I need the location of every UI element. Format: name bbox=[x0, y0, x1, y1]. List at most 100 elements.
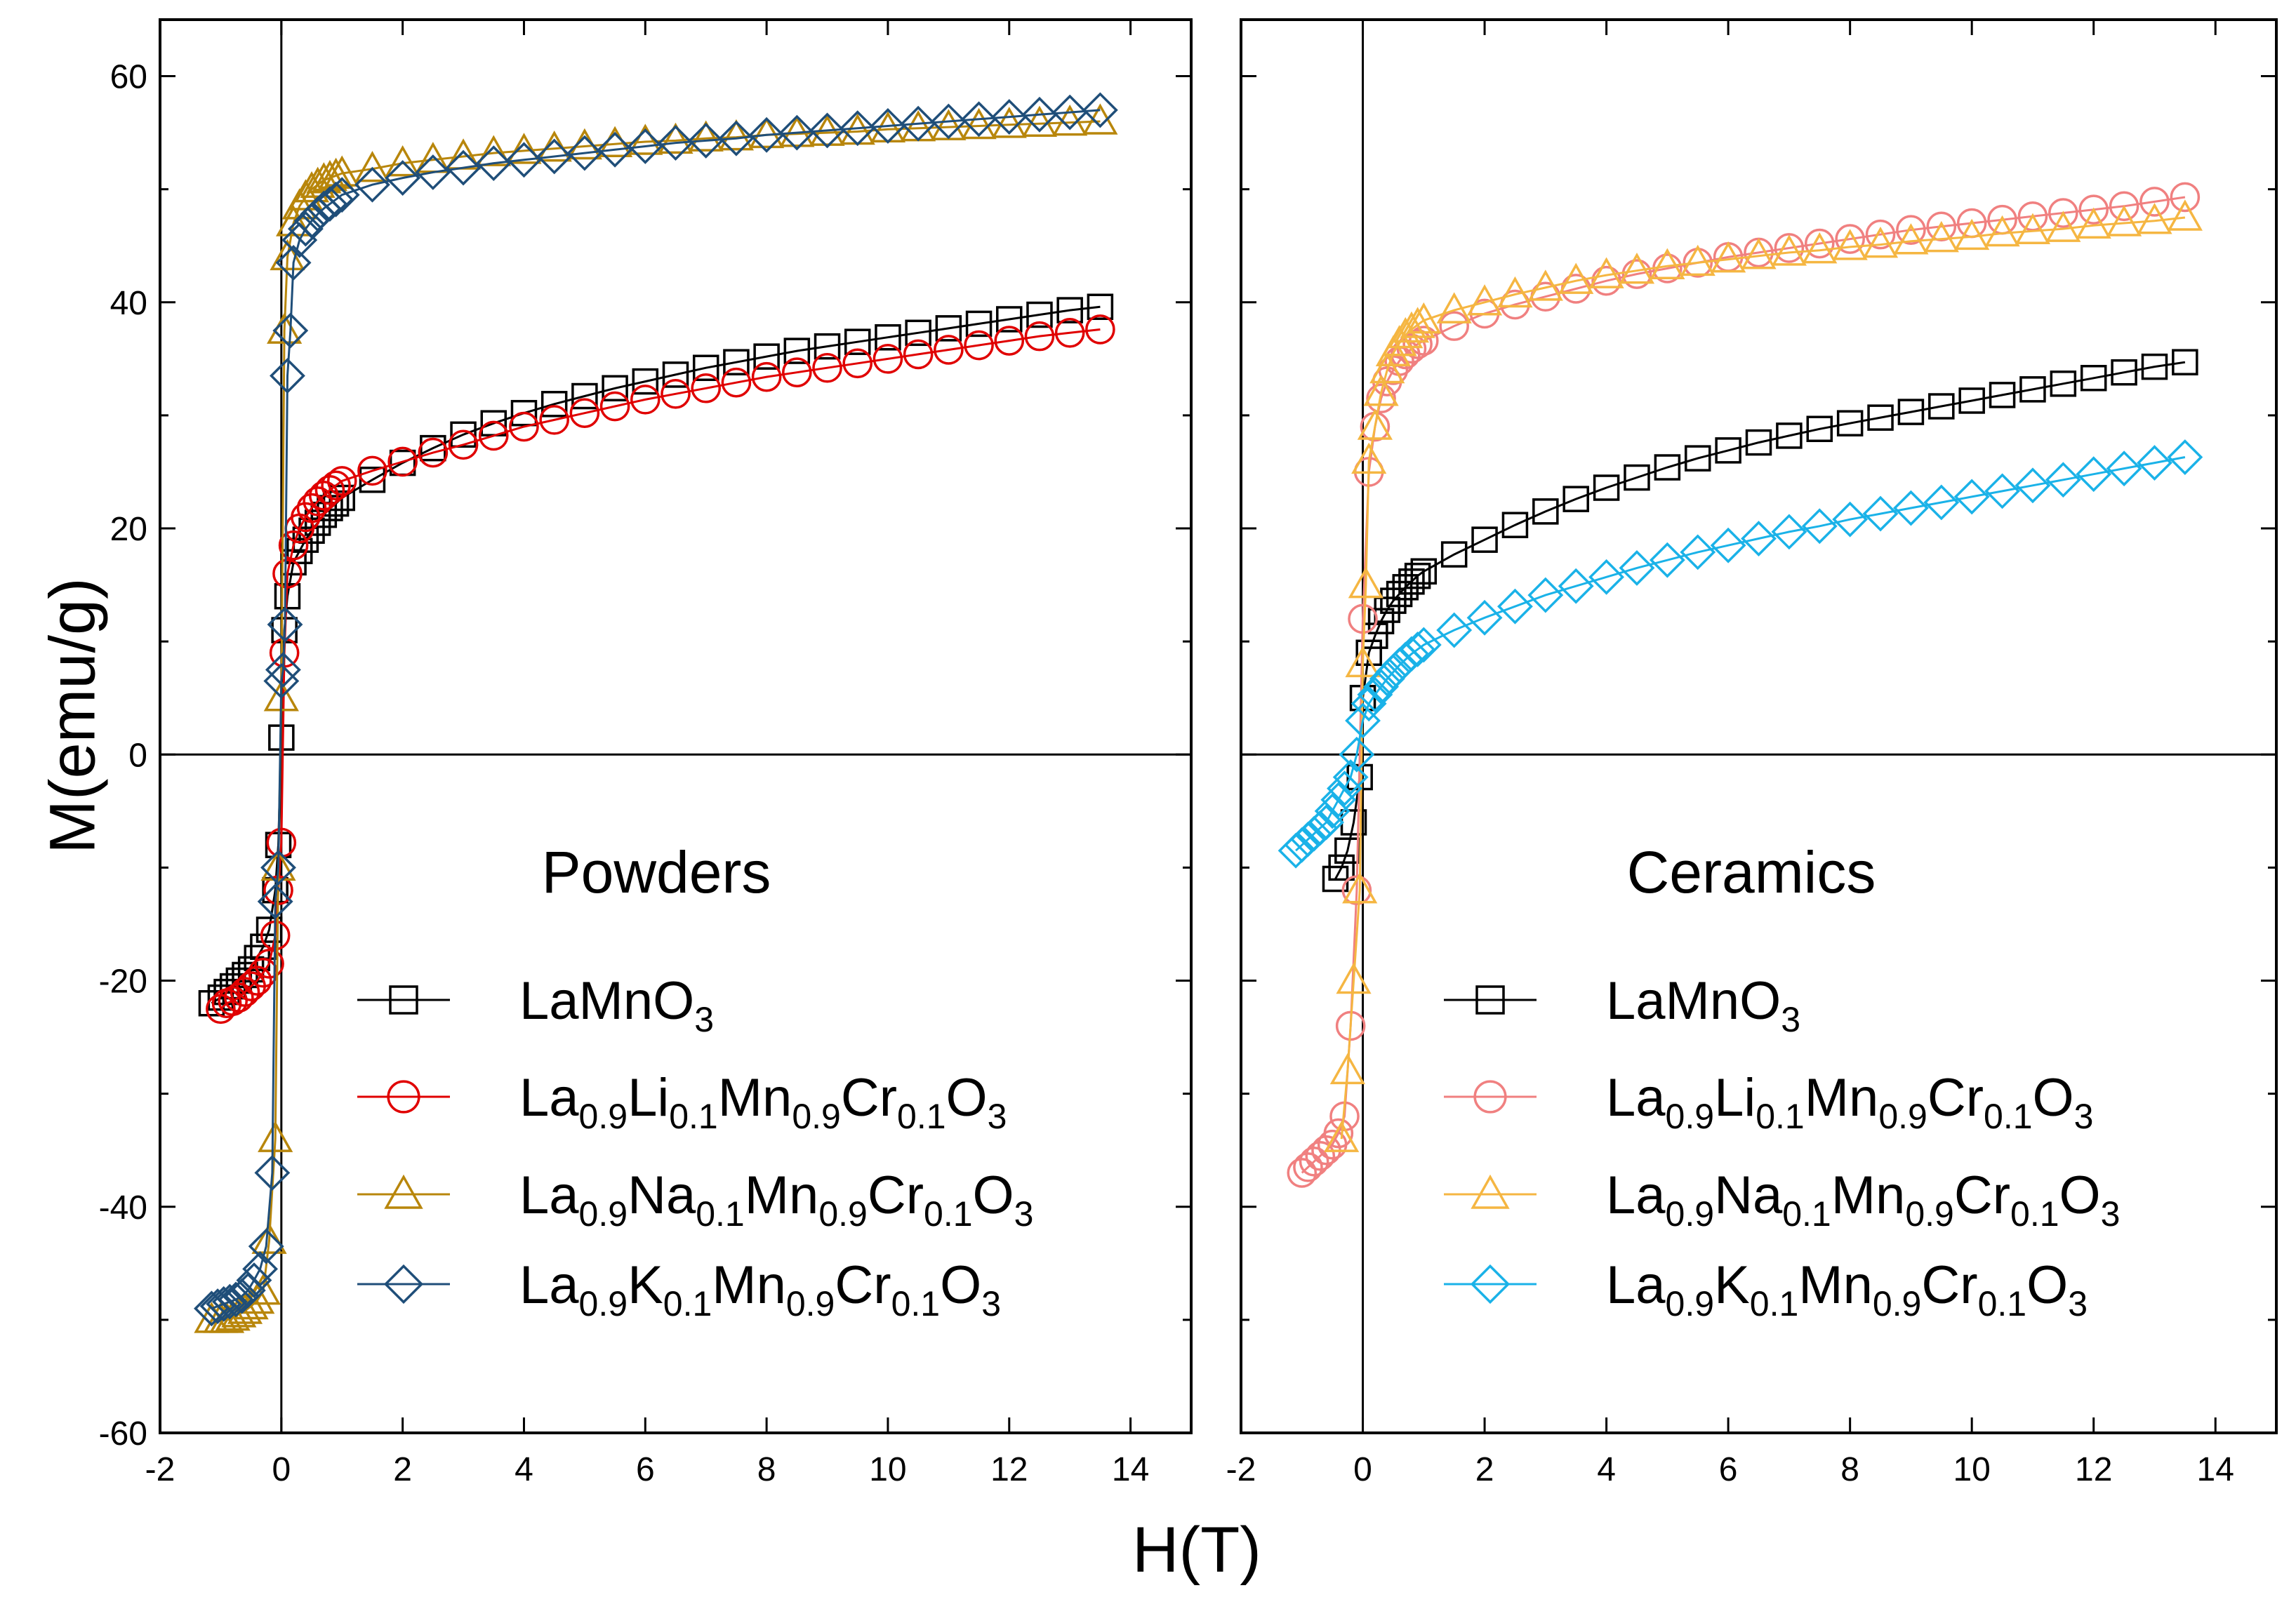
data-point bbox=[251, 1222, 287, 1254]
data-point bbox=[1989, 382, 2016, 408]
data-point bbox=[1928, 393, 1955, 420]
data-point bbox=[1711, 241, 1746, 273]
data-point bbox=[272, 559, 303, 589]
data-point bbox=[272, 312, 309, 349]
data-point bbox=[278, 530, 309, 561]
x-tick-label: 10 bbox=[869, 1451, 906, 1488]
data-point bbox=[318, 157, 354, 189]
data-point bbox=[1896, 215, 1926, 245]
data-point bbox=[2170, 182, 2201, 213]
data-point bbox=[1440, 541, 1468, 568]
data-point bbox=[1862, 495, 1899, 532]
data-point bbox=[1984, 473, 2020, 509]
data-point bbox=[2139, 187, 2170, 217]
data-point bbox=[905, 319, 931, 347]
data-point bbox=[1026, 301, 1053, 328]
data-point bbox=[1405, 627, 1442, 663]
data-point bbox=[1348, 603, 1378, 634]
data-point bbox=[1056, 297, 1083, 323]
data-point bbox=[1400, 307, 1435, 338]
legend-entry: La0.9Na0.1Mn0.9Cr0.1O3 bbox=[357, 1166, 1033, 1234]
x-tick-label: 2 bbox=[393, 1451, 412, 1488]
data-point bbox=[1953, 479, 1990, 515]
data-point bbox=[1527, 269, 1563, 301]
data-point bbox=[2080, 365, 2107, 392]
data-point bbox=[1357, 676, 1393, 713]
data-point bbox=[258, 1121, 293, 1152]
data-point bbox=[1771, 514, 1807, 550]
data-point bbox=[994, 326, 1025, 356]
data-point bbox=[2045, 462, 2081, 498]
data-point bbox=[385, 145, 420, 177]
data-point bbox=[287, 211, 324, 247]
data-point bbox=[875, 323, 901, 351]
data-point bbox=[658, 125, 694, 161]
series-line bbox=[220, 328, 1101, 1010]
y-tick-label: -40 bbox=[99, 1189, 147, 1227]
data-point bbox=[1558, 262, 1594, 294]
data-point bbox=[475, 145, 512, 182]
data-point bbox=[206, 1286, 242, 1322]
legend-entry: La0.9Li0.1Mn0.9Cr0.1O3 bbox=[1444, 1068, 2093, 1136]
data-point bbox=[1624, 464, 1650, 491]
data-point bbox=[688, 122, 724, 159]
data-point bbox=[1801, 508, 1838, 545]
legend-label: La0.9Li0.1Mn0.9Cr0.1O3 bbox=[1606, 1068, 2093, 1136]
powders-panel: -2 0 2 4 6 8 10 12 14-60-40-200204060PowdersLaMn… bbox=[99, 18, 1193, 1488]
data-point bbox=[248, 1228, 284, 1264]
legend-label: La0.9K0.1Mn0.9Cr0.1O3 bbox=[519, 1255, 1001, 1323]
data-point bbox=[569, 398, 600, 428]
data-point bbox=[566, 135, 603, 171]
data-point bbox=[359, 467, 386, 493]
data-point bbox=[934, 335, 964, 365]
data-point bbox=[627, 128, 663, 164]
plot-frame bbox=[159, 18, 1193, 1434]
data-point bbox=[597, 131, 633, 168]
legend-marker bbox=[1475, 985, 1505, 1015]
x-tick-label: 8 bbox=[757, 1451, 776, 1488]
panel-title: Powders bbox=[542, 839, 771, 905]
data-point bbox=[1619, 550, 1655, 586]
legend-label: La0.9Li0.1Mn0.9Cr0.1O3 bbox=[519, 1068, 1007, 1136]
x-tick-label: 2 bbox=[1475, 1451, 1494, 1488]
legend-entry: La0.9K0.1Mn0.9Cr0.1O3 bbox=[357, 1255, 1001, 1323]
data-point bbox=[812, 352, 842, 383]
data-point bbox=[900, 105, 936, 142]
data-point bbox=[1471, 526, 1498, 553]
data-point bbox=[1741, 521, 1777, 556]
data-point bbox=[2141, 353, 2168, 380]
x-tick-label: -2 bbox=[145, 1451, 175, 1488]
data-point bbox=[965, 310, 993, 338]
data-point bbox=[661, 379, 691, 409]
data-point bbox=[1650, 248, 1685, 279]
data-point bbox=[814, 333, 841, 360]
x-tick-label: 0 bbox=[1353, 1451, 1372, 1488]
data-point bbox=[1588, 257, 1624, 288]
data-point bbox=[450, 421, 477, 448]
data-point bbox=[2045, 211, 2081, 242]
data-point bbox=[1862, 226, 1899, 258]
data-point bbox=[293, 203, 330, 239]
data-point bbox=[718, 120, 755, 156]
x-tick-label: 0 bbox=[272, 1451, 291, 1488]
data-point bbox=[1366, 383, 1396, 414]
x-tick-label: 4 bbox=[515, 1451, 533, 1488]
data-point bbox=[510, 399, 538, 427]
legend-entry: La0.9Li0.1Mn0.9Cr0.1O3 bbox=[357, 1068, 1007, 1136]
data-point bbox=[1355, 639, 1382, 667]
data-point bbox=[1024, 321, 1055, 352]
data-point bbox=[1680, 534, 1716, 570]
x-tick-label: 4 bbox=[1597, 1451, 1616, 1488]
legend-entry: La0.9K0.1Mn0.9Cr0.1O3 bbox=[1444, 1255, 2088, 1323]
ceramics-panel: -2 0 2 4 6 8 10 12 14 Ceramics LaMnO3 La0.9Li0.1Mn0… bbox=[1226, 18, 2278, 1488]
data-point bbox=[1293, 1152, 1323, 1182]
data-point bbox=[903, 339, 934, 370]
data-point bbox=[961, 101, 997, 138]
data-point bbox=[688, 120, 724, 152]
data-point bbox=[1802, 232, 1838, 264]
x-axis-title: H(T) bbox=[1132, 1514, 1261, 1586]
data-point bbox=[415, 154, 451, 190]
data-point bbox=[1774, 233, 1805, 263]
data-point bbox=[540, 391, 568, 418]
